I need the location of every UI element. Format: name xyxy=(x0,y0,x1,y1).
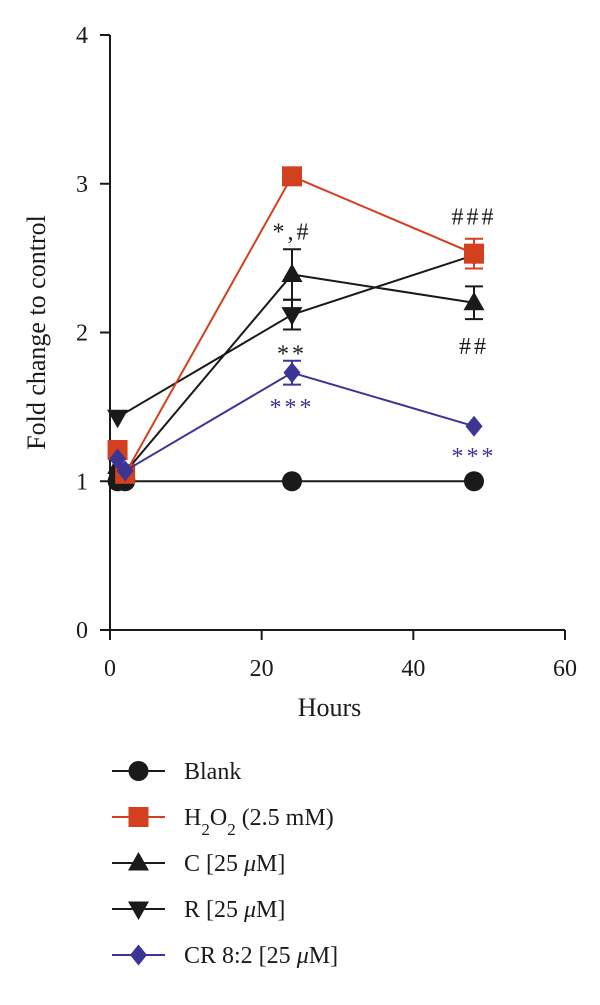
data-point-cr-3 xyxy=(465,415,483,437)
legend: Blank H2O2 (2.5 mM) C [25 μM] R [25 μM] CR 8… xyxy=(112,759,338,969)
series-line-cr xyxy=(116,371,475,473)
x-tick-label: 20 xyxy=(250,656,274,682)
legend-marker-cr xyxy=(130,944,147,966)
data-point-blank-2 xyxy=(282,471,302,492)
legend-marker-c xyxy=(128,852,149,871)
data-point-c-3 xyxy=(463,291,485,311)
x-tick-label: 0 xyxy=(104,656,116,682)
y-tick-label: 3 xyxy=(76,172,88,198)
y-tick-label: 4 xyxy=(76,23,88,49)
data-point-cr-1 xyxy=(116,460,134,482)
y-axis-title: Fold change to control xyxy=(22,215,51,450)
legend-label: Blank xyxy=(184,759,241,785)
significance-annotations: *,#*****#####*** xyxy=(270,204,497,470)
legend-marker-r xyxy=(128,901,149,920)
data-point-r-0 xyxy=(107,409,129,429)
y-tick-label: 0 xyxy=(76,618,88,644)
x-tick-label: 40 xyxy=(401,656,425,682)
series-cr xyxy=(109,359,483,482)
data-point-h2o2-2 xyxy=(282,166,302,187)
plot-area xyxy=(107,166,485,492)
data-point-c-2 xyxy=(281,263,303,282)
y-tick-label: 2 xyxy=(76,321,88,347)
significance-label: *** xyxy=(270,395,315,421)
data-point-h2o2-3 xyxy=(464,243,484,264)
legend-item-c: C [25 μM] xyxy=(112,851,285,877)
significance-label: *,# xyxy=(273,219,312,245)
series-h2o2 xyxy=(107,166,484,484)
significance-label: ## xyxy=(459,334,489,360)
legend-marker-h2o2 xyxy=(128,807,149,827)
legend-item-blank: Blank xyxy=(112,759,241,785)
data-point-blank-3 xyxy=(464,471,484,492)
series-blank xyxy=(107,471,484,492)
significance-label: *** xyxy=(452,444,497,470)
legend-label: H2O2 (2.5 mM) xyxy=(184,805,334,839)
legend-label: CR 8:2 [25 μM] xyxy=(184,943,338,969)
legend-label: R [25 μM] xyxy=(184,897,285,923)
significance-label: ### xyxy=(452,204,497,230)
significance-label: ** xyxy=(277,341,307,367)
legend-item-h2o2: H2O2 (2.5 mM) xyxy=(112,805,334,839)
data-point-r-1 xyxy=(281,307,303,326)
legend-label: C [25 μM] xyxy=(184,851,285,877)
data-point-cr-0 xyxy=(109,448,127,470)
y-tick-label: 1 xyxy=(76,469,88,495)
legend-item-cr: CR 8:2 [25 μM] xyxy=(112,943,338,969)
legend-item-r: R [25 μM] xyxy=(112,897,285,923)
x-axis-title: Hours xyxy=(298,693,362,722)
data-point-cr-2 xyxy=(283,362,301,384)
legend-marker-blank xyxy=(128,761,149,781)
x-tick-label: 60 xyxy=(553,656,577,682)
